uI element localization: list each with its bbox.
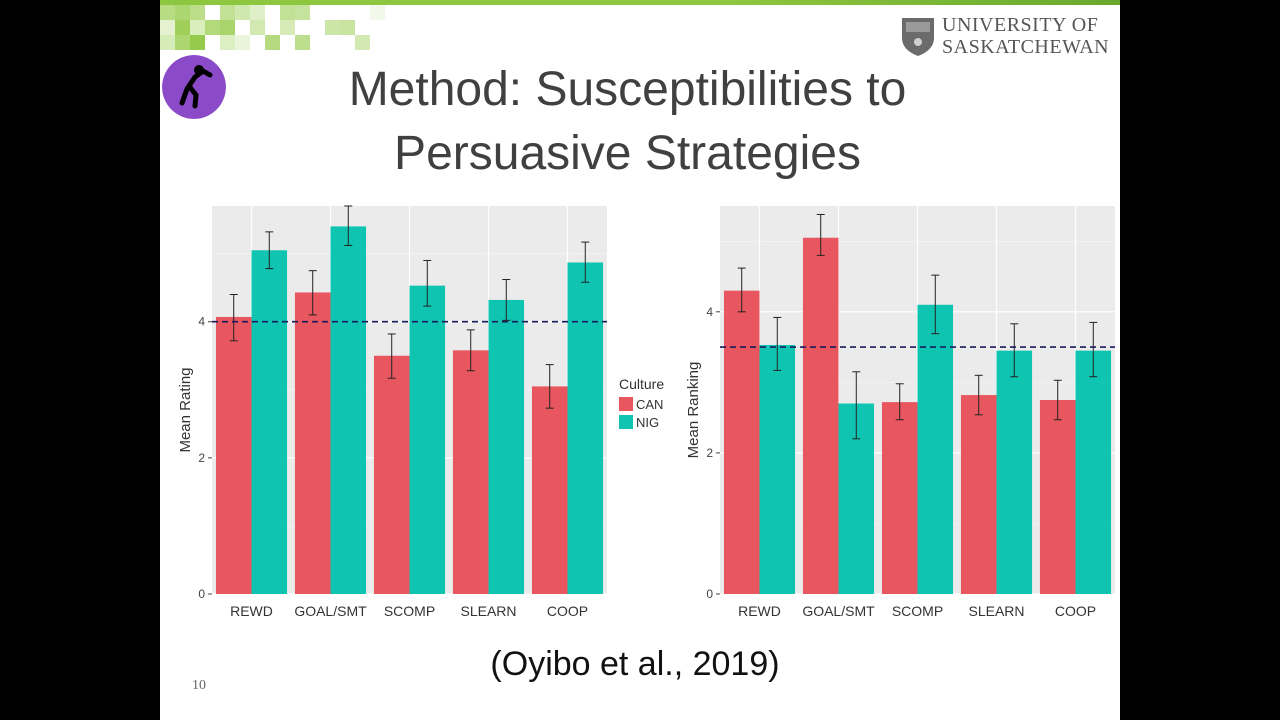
mosaic-tile [175,5,190,20]
y-tick-label: 0 [706,587,713,601]
university-line1: UNIVERSITY OF [942,14,1099,36]
legend-swatch [619,397,633,411]
y-tick-label: 4 [706,305,713,319]
mosaic-tile [190,35,205,50]
title-line1: Method: Susceptibilities to [348,63,907,116]
mosaic-tile [280,5,295,20]
slide-number: 10 [192,678,206,693]
bar-nig [996,350,1033,594]
slide-title: Method: Susceptibilities to Persuasive S… [240,58,1015,186]
bar-nig [567,262,604,594]
rating-chart: 0 2 4 REWD GOAL/SMT SCOMP SLEARN COOP Mean Ratin… [177,205,664,619]
x-tick-label: REWD [230,603,273,619]
bar-nig [917,304,954,594]
x-tick-label: SCOMP [384,603,435,619]
bar-can [881,402,918,594]
mosaic-tile [220,5,235,20]
mosaic-tile [295,35,310,50]
x-tick-label: COOP [547,603,588,619]
mosaic-tile [250,5,265,20]
bar-can [1039,400,1076,594]
bar-can [802,237,839,594]
bar-can [294,292,331,594]
mosaic-tile [235,5,250,20]
x-tick-label: SCOMP [892,603,943,619]
ranking-chart: 0 2 4 REWD GOAL/SMT SCOMP SLEARN COOP Mean Ranki… [685,206,1115,619]
y-tick-label: 0 [198,587,205,601]
bar-can [723,290,760,594]
title-line2: Persuasive Strategies [394,127,861,180]
mosaic-tile [235,35,250,50]
university-wordmark: UNIVERSITY OF SASKATCHEWAN [942,14,1109,58]
bar-nig [488,299,525,594]
x-tick-label: COOP [1055,603,1096,619]
bar-can [452,350,489,594]
bar-nig [251,250,288,594]
mosaic-tile [160,20,175,35]
mosaic-tile [160,5,175,20]
x-tick-label: GOAL/SMT [294,603,367,619]
legend-label: NIG [636,415,659,430]
x-tick-label: GOAL/SMT [802,603,875,619]
mosaic-tile [280,20,295,35]
bar-can [531,386,568,594]
mosaic-tile [340,20,355,35]
mosaic-tile [160,35,175,50]
x-tick-label: SLEARN [968,603,1024,619]
bar-nig [759,344,796,594]
legend-title: Culture [619,376,664,392]
mosaic-tile [355,35,370,50]
slide: UNIVERSITY OF SASKATCHEWAN Method: Susce… [160,0,1120,720]
mosaic-tile [205,20,220,35]
mosaic-tile [175,35,190,50]
mosaic-banner [160,5,385,50]
university-line2: SASKATCHEWAN [942,36,1110,58]
mosaic-tile [190,20,205,35]
mosaic-tile [220,35,235,50]
exercise-icon [162,55,226,119]
bar-can [215,316,252,594]
mosaic-tile [250,20,265,35]
y-tick-label: 4 [198,315,205,329]
legend-label: CAN [636,397,663,412]
y-axis-label: Mean Ranking [685,362,702,459]
citation: (Oyibo et al., 2019) [490,645,780,683]
mosaic-tile [370,5,385,20]
x-tick-label: SLEARN [460,603,516,619]
y-tick-label: 2 [198,451,205,465]
university-crest-icon [902,18,934,56]
mosaic-tile [220,20,235,35]
bar-nig [330,226,367,594]
mosaic-tile [265,35,280,50]
mosaic-tile [190,5,205,20]
mosaic-tile [175,20,190,35]
mosaic-tile [295,5,310,20]
y-axis-label: Mean Rating [177,367,194,452]
bar-nig [1075,350,1112,594]
bar-can [960,395,997,594]
mosaic-tile [325,20,340,35]
legend-swatch [619,415,633,429]
y-tick-label: 2 [706,446,713,460]
bar-can [373,355,410,594]
bar-nig [409,285,446,594]
accent-stripe [160,0,1120,5]
x-tick-label: REWD [738,603,781,619]
